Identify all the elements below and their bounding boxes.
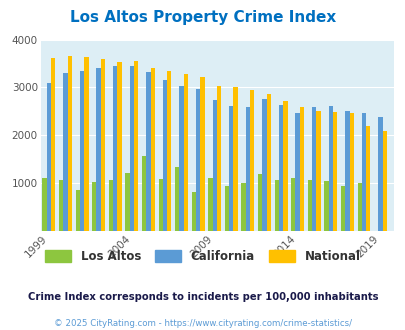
- Bar: [278, 105, 283, 231]
- Bar: [365, 126, 369, 231]
- Bar: [274, 180, 278, 231]
- Text: Los Altos Property Crime Index: Los Altos Property Crime Index: [70, 10, 335, 25]
- Bar: [109, 180, 113, 231]
- Bar: [233, 87, 237, 231]
- Bar: [117, 62, 121, 231]
- Bar: [332, 112, 337, 231]
- Bar: [47, 83, 51, 231]
- Bar: [249, 90, 254, 231]
- Text: © 2025 CityRating.com - https://www.cityrating.com/crime-statistics/: © 2025 CityRating.com - https://www.city…: [54, 319, 351, 328]
- Bar: [245, 107, 249, 231]
- Bar: [224, 185, 228, 231]
- Bar: [290, 178, 295, 231]
- Bar: [96, 68, 100, 231]
- Bar: [257, 174, 262, 231]
- Bar: [113, 66, 117, 231]
- Bar: [179, 85, 183, 231]
- Bar: [344, 111, 349, 231]
- Bar: [328, 106, 332, 231]
- Bar: [357, 183, 361, 231]
- Bar: [361, 113, 365, 231]
- Bar: [80, 71, 84, 231]
- Bar: [183, 74, 188, 231]
- Bar: [262, 99, 266, 231]
- Bar: [84, 57, 88, 231]
- Bar: [382, 131, 386, 231]
- Bar: [100, 59, 105, 231]
- Legend: Los Altos, California, National: Los Altos, California, National: [45, 250, 360, 263]
- Bar: [51, 58, 55, 231]
- Bar: [295, 113, 299, 231]
- Bar: [208, 178, 212, 231]
- Bar: [134, 61, 138, 231]
- Bar: [150, 68, 154, 231]
- Bar: [191, 192, 196, 231]
- Bar: [340, 185, 344, 231]
- Bar: [283, 101, 287, 231]
- Bar: [63, 73, 68, 231]
- Bar: [212, 100, 216, 231]
- Bar: [200, 78, 204, 231]
- Bar: [167, 71, 171, 231]
- Text: Crime Index corresponds to incidents per 100,000 inhabitants: Crime Index corresponds to incidents per…: [28, 292, 377, 302]
- Bar: [377, 117, 382, 231]
- Bar: [349, 113, 353, 231]
- Bar: [42, 178, 47, 231]
- Bar: [162, 80, 167, 231]
- Bar: [228, 106, 233, 231]
- Bar: [125, 173, 129, 231]
- Bar: [241, 183, 245, 231]
- Bar: [92, 182, 96, 231]
- Bar: [266, 94, 270, 231]
- Bar: [311, 107, 315, 231]
- Bar: [129, 66, 134, 231]
- Bar: [216, 85, 221, 231]
- Bar: [59, 180, 63, 231]
- Bar: [158, 179, 162, 231]
- Bar: [68, 56, 72, 231]
- Bar: [299, 107, 303, 231]
- Bar: [142, 156, 146, 231]
- Bar: [315, 111, 320, 231]
- Bar: [196, 89, 200, 231]
- Bar: [146, 72, 150, 231]
- Bar: [307, 180, 311, 231]
- Bar: [175, 167, 179, 231]
- Bar: [75, 190, 80, 231]
- Bar: [324, 181, 328, 231]
